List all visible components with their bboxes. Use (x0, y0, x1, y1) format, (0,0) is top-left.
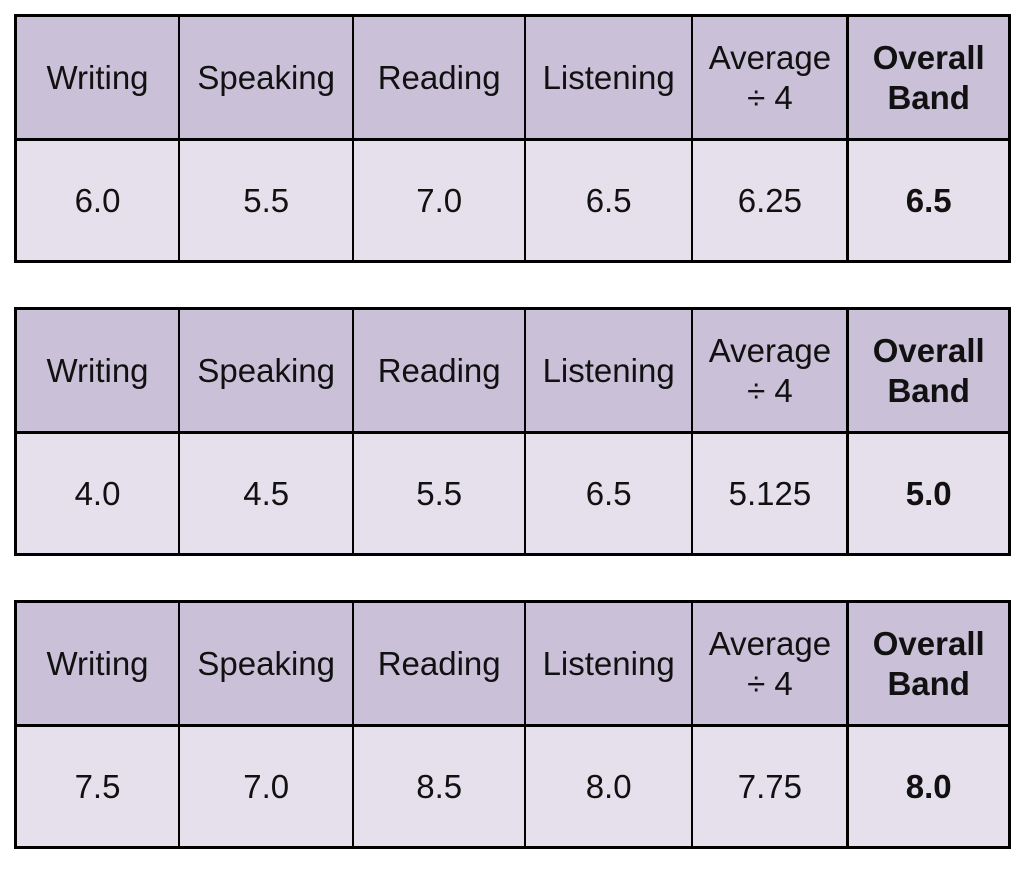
table-3-header-listening: Listening (523, 600, 694, 727)
table-1-header-writing: Writing (14, 14, 180, 141)
table-2-header-listening: Listening (523, 307, 694, 434)
table-2-overall-band-score: 5.0 (846, 431, 1011, 556)
table-3-overall-band-score: 8.0 (846, 724, 1011, 849)
table-3-reading-score: 8.5 (352, 724, 526, 849)
table-1-average-score: 6.25 (691, 138, 849, 263)
table-3-listening-score: 8.0 (523, 724, 694, 849)
table-1-writing-score: 6.0 (14, 138, 180, 263)
table-1-header-overall-band: Overall Band (846, 14, 1011, 141)
table-1-header-listening: Listening (523, 14, 694, 141)
table-1-header-reading: Reading (352, 14, 526, 141)
table-1-header-speaking: Speaking (177, 14, 355, 141)
table-3-speaking-score: 7.0 (177, 724, 355, 849)
table-2-speaking-score: 4.5 (177, 431, 355, 556)
table-3-writing-score: 7.5 (14, 724, 180, 849)
table-2-header-reading: Reading (352, 307, 526, 434)
table-2-header-speaking: Speaking (177, 307, 355, 434)
table-2-header-overall-band: Overall Band (846, 307, 1011, 434)
table-3-header-overall-band: Overall Band (846, 600, 1011, 727)
table-1-reading-score: 7.0 (352, 138, 526, 263)
table-1-header-average: Average ÷ 4 (691, 14, 849, 141)
table-2-score-row: 4.0 4.5 5.5 6.5 5.125 5.0 (14, 431, 1011, 556)
band-score-table-3: Writing Speaking Reading Listening Avera… (14, 600, 1011, 849)
table-2-header-average: Average ÷ 4 (691, 307, 849, 434)
table-1-header-row: Writing Speaking Reading Listening Avera… (14, 14, 1011, 141)
table-2-reading-score: 5.5 (352, 431, 526, 556)
table-1-listening-score: 6.5 (523, 138, 694, 263)
band-score-table-2: Writing Speaking Reading Listening Avera… (14, 307, 1011, 556)
table-2-average-score: 5.125 (691, 431, 849, 556)
band-score-table-1: Writing Speaking Reading Listening Avera… (14, 14, 1011, 263)
table-1-speaking-score: 5.5 (177, 138, 355, 263)
table-2-listening-score: 6.5 (523, 431, 694, 556)
table-1-overall-band-score: 6.5 (846, 138, 1011, 263)
table-1-score-row: 6.0 5.5 7.0 6.5 6.25 6.5 (14, 138, 1011, 263)
table-3-average-score: 7.75 (691, 724, 849, 849)
table-3-header-average: Average ÷ 4 (691, 600, 849, 727)
table-3-header-speaking: Speaking (177, 600, 355, 727)
page: Writing Speaking Reading Listening Avera… (14, 14, 1011, 849)
table-2-header-writing: Writing (14, 307, 180, 434)
table-2-header-row: Writing Speaking Reading Listening Avera… (14, 307, 1011, 434)
table-3-header-writing: Writing (14, 600, 180, 727)
table-3-header-reading: Reading (352, 600, 526, 727)
table-3-header-row: Writing Speaking Reading Listening Avera… (14, 600, 1011, 727)
table-3-score-row: 7.5 7.0 8.5 8.0 7.75 8.0 (14, 724, 1011, 849)
table-2-writing-score: 4.0 (14, 431, 180, 556)
